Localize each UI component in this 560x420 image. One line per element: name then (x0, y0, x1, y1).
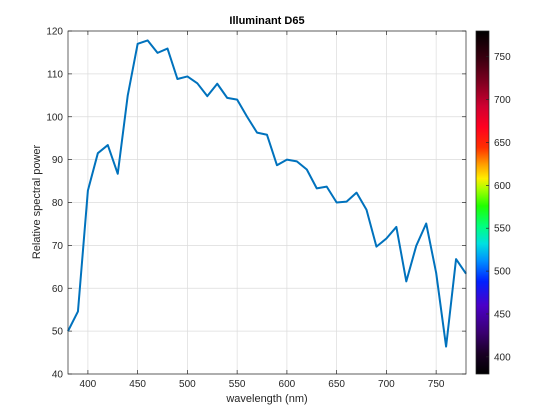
y-tick-labels: 40 50 60 70 80 90 100 110 120 (46, 27, 63, 381)
y-tick-label: 40 (52, 370, 64, 381)
colorbar-tick-label: 750 (494, 52, 511, 63)
colorbar-tick-label: 700 (494, 95, 511, 106)
series-line (67, 39, 467, 348)
chart-title: Illuminant D65 (229, 15, 304, 27)
y-tick-label: 120 (46, 27, 63, 38)
x-axis-label: wavelength (nm) (225, 393, 307, 405)
y-tick-label: 70 (52, 241, 64, 252)
series-layer (67, 39, 467, 348)
x-tick-label: 550 (229, 379, 246, 390)
x-tick-label: 700 (378, 379, 395, 390)
colorbar-tick-label: 400 (494, 352, 511, 363)
colorbar-tick-label: 650 (494, 138, 511, 149)
colorbar-tick-label: 550 (494, 224, 511, 235)
x-tick-label: 750 (428, 379, 445, 390)
x-tick-labels: 400 450 500 550 600 650 700 750 (80, 379, 445, 390)
x-tick-label: 450 (129, 379, 146, 390)
y-tick-label: 90 (52, 155, 64, 166)
y-tick-label: 60 (52, 284, 64, 295)
grid (68, 30, 466, 375)
colorbar-tick-label: 500 (494, 267, 511, 278)
y-tick-label: 80 (52, 198, 64, 209)
y-axis-label: Relative spectral power (31, 145, 43, 260)
y-tick-label: 100 (46, 112, 63, 123)
colorbar-ticks: 400 450 500 550 600 650 700 750 (486, 52, 511, 363)
y-tick-label: 50 (52, 327, 64, 338)
x-tick-label: 650 (328, 379, 345, 390)
colorbar-tick-label: 600 (494, 181, 511, 192)
x-tick-label: 500 (179, 379, 196, 390)
x-tick-label: 600 (279, 379, 296, 390)
plot-frame (67, 30, 467, 375)
colorbar (475, 30, 490, 375)
colorbar-tick-label: 450 (494, 309, 511, 320)
y-tick-label: 110 (47, 69, 63, 80)
x-tick-label: 400 (80, 379, 97, 390)
